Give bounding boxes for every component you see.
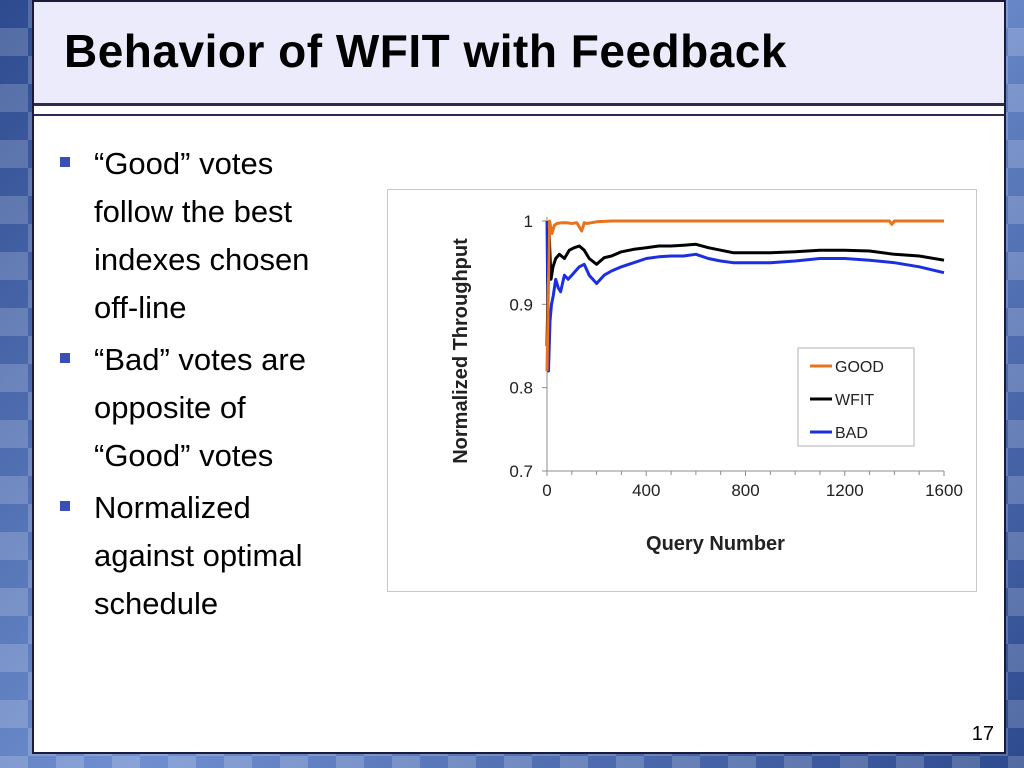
legend-label-good: GOOD (835, 359, 884, 376)
series-line-wfit (545, 227, 945, 347)
y-tick-label: 0.9 (509, 295, 533, 314)
bullet-line: Normalized (94, 490, 251, 525)
x-tick-label: 1200 (826, 481, 864, 500)
x-tick-label: 800 (731, 481, 759, 500)
bullet-line: follow the best (94, 194, 293, 229)
bullet-list: “Good” votes follow the best indexes cho… (58, 140, 388, 632)
title-underline (34, 114, 1004, 116)
page-title: Behavior of WFIT with Feedback (64, 25, 787, 77)
square-bullet-icon (60, 353, 70, 363)
bullet-item: Normalized against optimal schedule (58, 484, 388, 628)
bullet-line: opposite of (94, 390, 246, 425)
bullet-line: off-line (94, 290, 187, 325)
y-tick-label: 1 (524, 212, 533, 231)
chart-frame: 0.7 0.8 0.9 1 0 400 800 1200 1600 Query Number Nor… (387, 189, 977, 592)
bullet-line: indexes chosen (94, 242, 310, 277)
legend-box (797, 347, 915, 447)
legend-label-bad: BAD (835, 425, 868, 442)
slide: Behavior of WFIT with Feedback “Good” vo… (32, 0, 1006, 754)
bullet-line: schedule (94, 586, 219, 621)
bullet-line: “Good” votes (94, 146, 274, 181)
page-number: 17 (971, 723, 994, 745)
bullet-item: “Bad” votes are opposite of “Good” votes (58, 336, 388, 480)
square-bullet-icon (60, 157, 70, 167)
x-axis-label: Query Number (646, 533, 785, 555)
throughput-chart: 0.7 0.8 0.9 1 0 400 800 1200 1600 Query Number Nor… (450, 212, 963, 555)
square-bullet-icon (60, 501, 70, 511)
bullet-line: against optimal (94, 538, 303, 573)
bullet-line: “Bad” votes are (94, 342, 306, 377)
series-line-bad (545, 220, 945, 373)
y-tick-label: 0.8 (509, 379, 533, 398)
y-tick-label: 0.7 (509, 462, 533, 481)
bullet-item: “Good” votes follow the best indexes cho… (58, 140, 388, 332)
x-tick-label: 1600 (925, 481, 963, 500)
y-axis-label: Normalized Throughput (450, 238, 472, 464)
x-tick-label: 400 (632, 481, 660, 500)
legend-label-wfit: WFIT (835, 392, 874, 409)
bullet-line: “Good” votes (94, 438, 274, 473)
series-line-good (545, 219, 944, 372)
title-bar: Behavior of WFIT with Feedback (34, 2, 1004, 106)
x-tick-label: 0 (542, 481, 551, 500)
